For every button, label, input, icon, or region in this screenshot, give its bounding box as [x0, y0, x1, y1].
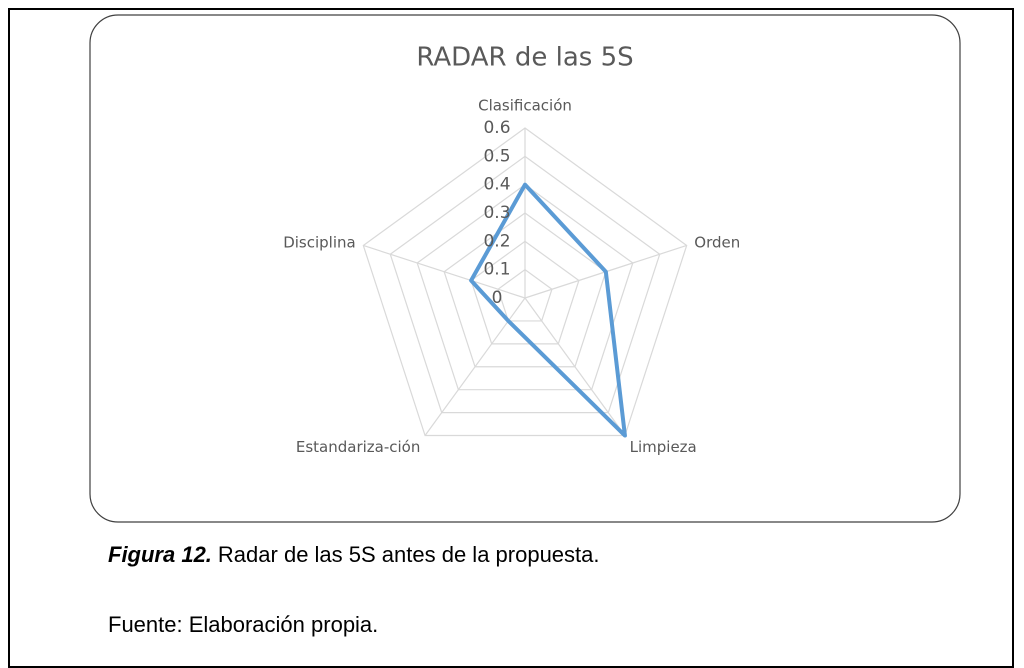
spoke — [524, 297, 626, 436]
source: Fuente: Elaboración propia. — [108, 612, 379, 637]
r-tick-label: 0.4 — [483, 175, 510, 195]
r-tick-label: 0.2 — [483, 231, 510, 251]
spoke — [363, 244, 526, 299]
r-tick-label: 0.3 — [483, 203, 510, 223]
grid-ring — [416, 183, 634, 391]
r-tick-label: 0.5 — [483, 146, 510, 166]
category-label: Limpieza — [630, 438, 697, 456]
category-label: Clasificación — [478, 97, 572, 115]
page: {"chart_data": {"type": "radar", "title"… — [8, 8, 1014, 668]
grid-ring — [497, 268, 553, 322]
caption-label: Figura 12. — [108, 542, 212, 567]
r-tick-label: 0 — [492, 288, 503, 308]
category-label: Estandariza-ción — [296, 438, 421, 456]
caption-text: Radar de las 5S antes de la propuesta. — [217, 542, 600, 567]
category-label: Disciplina — [283, 233, 356, 251]
r-tick-label: 0.6 — [483, 118, 510, 138]
grid-ring — [362, 127, 688, 437]
grid-ring — [443, 212, 607, 368]
grid-ring — [389, 155, 661, 414]
category-label: Orden — [694, 233, 740, 251]
chart: RADAR de las 5S Clasificación Orden Limpie… — [89, 14, 961, 523]
grid-ring — [470, 240, 580, 345]
chart-title: RADAR de las 5S — [416, 43, 633, 73]
r-tick-label: 0.1 — [483, 260, 510, 280]
data-line — [469, 182, 627, 438]
caption: Figura 12. Radar de las 5S antes de la pr… — [108, 542, 600, 568]
